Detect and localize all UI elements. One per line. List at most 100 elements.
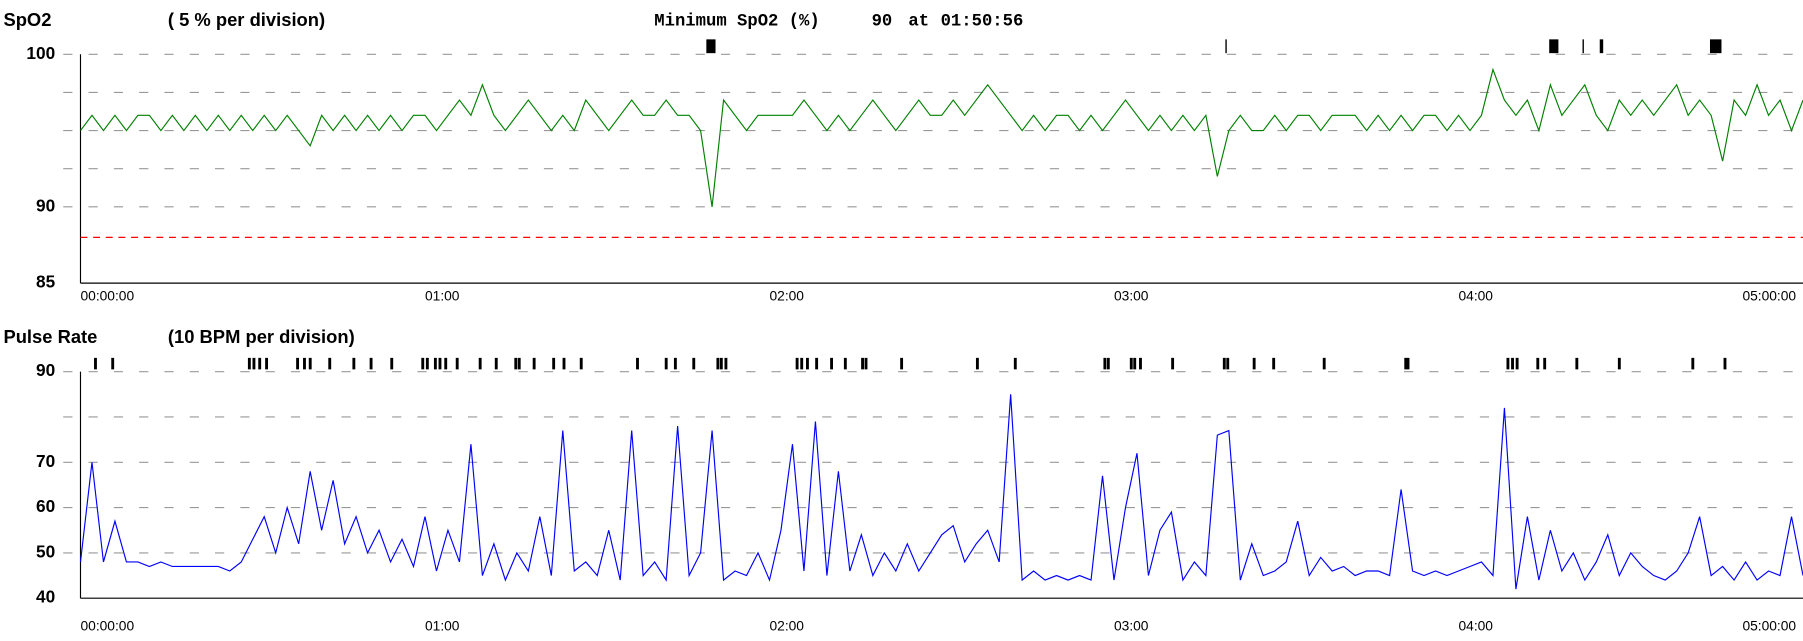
event-marker: [795, 357, 799, 370]
event-marker: [975, 357, 979, 370]
event-marker: [1511, 357, 1514, 370]
x-tick-label: 03:00: [1114, 289, 1149, 304]
event-marker: [1617, 357, 1621, 370]
event-marker: [1133, 357, 1137, 370]
event-marker: [94, 357, 97, 370]
event-marker: [1103, 357, 1107, 370]
y-tick-label: 60: [36, 496, 55, 516]
event-marker: [296, 357, 300, 370]
x-tick-label: 02:00: [769, 619, 804, 634]
event-marker: [1404, 357, 1408, 370]
event-marker: [800, 357, 804, 370]
event-marker: [111, 357, 115, 370]
event-marker: [1322, 357, 1326, 370]
event-marker: [716, 357, 720, 370]
event-marker: [303, 357, 306, 370]
chart-title: SpO2: [3, 9, 51, 30]
event-marker: [265, 357, 269, 370]
y-tick-label: 100: [26, 43, 55, 63]
event-marker: [636, 357, 639, 370]
event-marker: [308, 357, 312, 370]
event-marker: [1129, 357, 1133, 370]
event-marker: [864, 357, 868, 370]
event-marker: [830, 357, 833, 370]
event-marker: [1226, 357, 1230, 370]
chart-title: Pulse Rate: [3, 326, 97, 347]
event-marker: [514, 357, 518, 370]
event-marker: [455, 357, 459, 370]
event-marker: [1171, 357, 1175, 370]
event-marker: [1723, 357, 1727, 370]
event-marker: [1106, 357, 1110, 370]
event-marker: [900, 357, 904, 370]
event-marker: [532, 357, 536, 370]
event-marker: [494, 357, 498, 370]
event-marker: [1709, 39, 1722, 54]
event-marker: [724, 357, 728, 370]
event-marker: [815, 357, 819, 370]
event-marker: [1252, 357, 1256, 370]
y-tick-label: 90: [36, 360, 55, 380]
x-tick-label: 03:00: [1114, 619, 1149, 634]
event-marker: [562, 357, 566, 370]
event-marker: [1549, 39, 1559, 54]
event-marker: [258, 357, 262, 370]
event-marker: [478, 357, 482, 370]
event-marker: [438, 357, 442, 370]
x-tick-label: 04:00: [1458, 619, 1493, 634]
event-marker: [517, 357, 521, 370]
x-tick-label: 00:00:00: [80, 289, 134, 304]
y-tick-label: 70: [36, 451, 55, 471]
event-marker: [421, 357, 425, 370]
x-tick-label: 01:00: [425, 289, 460, 304]
event-marker: [1543, 357, 1547, 370]
x-tick-label: 00:00:00: [80, 619, 134, 634]
event-marker: [706, 39, 716, 54]
annotation-label: Minimum SpO2 (%): [654, 13, 819, 32]
event-marker: [843, 357, 847, 370]
event-marker: [1272, 357, 1276, 370]
chart-subtitle: (10 BPM per division): [168, 326, 355, 347]
event-marker: [1225, 39, 1227, 54]
event-marker: [806, 357, 809, 370]
annotation-time: 01:50:56: [941, 13, 1024, 32]
x-tick-label: 04:00: [1458, 289, 1493, 304]
y-tick-label: 90: [36, 195, 55, 215]
data-line: [80, 67, 1803, 207]
event-marker: [433, 357, 437, 370]
event-marker: [425, 357, 429, 370]
event-marker: [252, 357, 256, 370]
event-marker: [390, 357, 394, 370]
event-marker: [719, 357, 723, 370]
event-marker: [1582, 39, 1584, 54]
event-marker: [369, 357, 373, 370]
event-marker: [352, 357, 356, 370]
event-marker: [1599, 39, 1604, 54]
annotation-value: 90: [872, 13, 893, 32]
data-line: [79, 394, 1803, 590]
event-marker: [1013, 357, 1017, 370]
event-marker: [861, 357, 865, 370]
chart-subtitle: ( 5 % per division): [168, 9, 325, 30]
event-marker: [1139, 357, 1142, 370]
x-tick-label: 05:00:00: [1742, 619, 1796, 634]
event-marker: [552, 357, 556, 370]
event-marker: [444, 357, 448, 370]
x-tick-label: 02:00: [769, 289, 804, 304]
event-marker: [1222, 357, 1226, 370]
event-marker: [1536, 357, 1540, 370]
x-tick-label: 01:00: [425, 619, 460, 634]
event-marker: [1691, 357, 1695, 370]
y-tick-label: 85: [36, 272, 56, 292]
event-marker: [1406, 357, 1410, 370]
event-marker: [664, 357, 668, 370]
event-marker: [1575, 357, 1579, 370]
event-marker: [1515, 357, 1519, 370]
y-tick-label: 50: [36, 541, 55, 561]
event-marker: [692, 357, 696, 370]
event-marker: [247, 357, 251, 370]
event-marker: [579, 357, 583, 370]
event-marker: [1506, 357, 1510, 370]
y-tick-label: 40: [36, 587, 55, 607]
